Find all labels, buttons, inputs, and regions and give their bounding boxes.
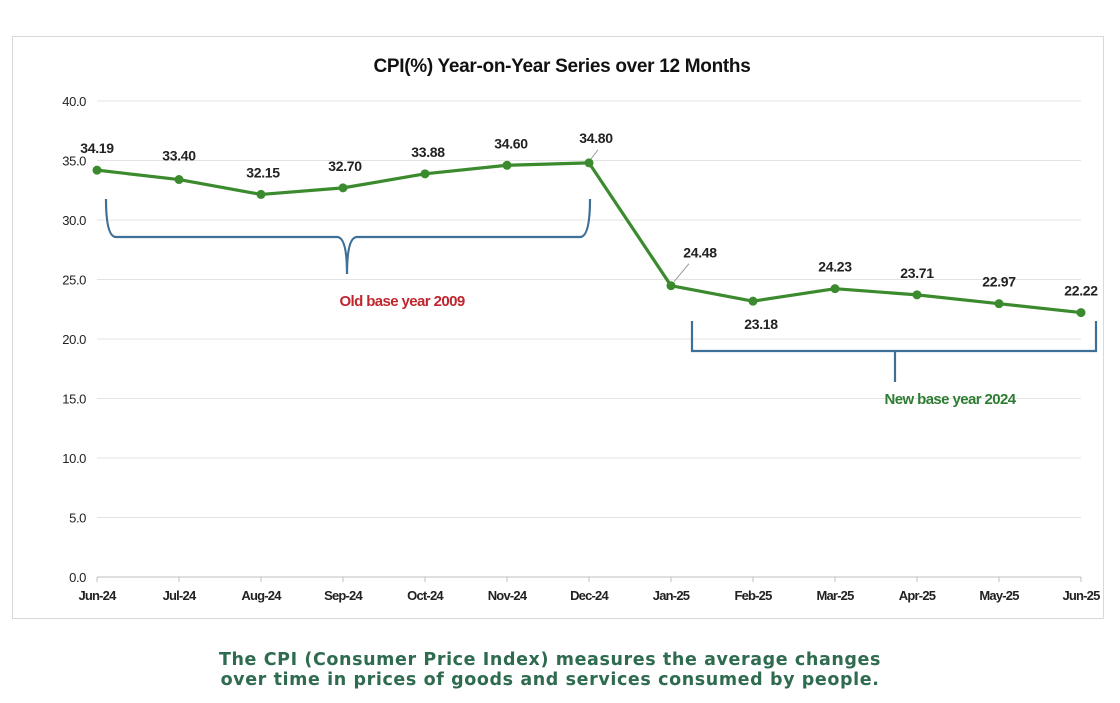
data-point — [666, 281, 676, 291]
data-point — [502, 160, 512, 170]
old-base-year-annotation: Old base year 2009 — [339, 293, 464, 310]
caption: The CPI (Consumer Price Index) measures … — [0, 650, 1100, 690]
y-tick-label: 25.0 — [62, 273, 86, 288]
y-tick-label: 20.0 — [62, 332, 86, 347]
data-label: 33.88 — [411, 144, 445, 160]
data-labels: 34.19 33.40 32.15 32.70 33.88 34.60 34.80 24.48… — [80, 130, 1098, 332]
x-axis-ticks: Jun-24 Jul-24 Aug-24 Sep-24 Oct-24 Nov-24 Dec-… — [78, 577, 1101, 603]
x-tick-label: Apr-25 — [899, 588, 936, 603]
caption-line-1: The CPI (Consumer Price Index) measures … — [218, 650, 882, 670]
data-point — [748, 296, 758, 306]
data-point — [1076, 308, 1086, 318]
data-label: 34.60 — [494, 135, 528, 151]
data-point — [92, 165, 102, 175]
x-tick-label: May-25 — [979, 588, 1019, 603]
caption-line-2: over time in prices of goods and service… — [220, 670, 880, 690]
y-tick-label: 0.0 — [69, 570, 86, 585]
data-label: 34.80 — [579, 130, 613, 146]
data-point — [994, 299, 1004, 309]
y-tick-label: 30.0 — [62, 213, 86, 228]
x-tick-label: Jun-24 — [78, 588, 117, 603]
data-point — [830, 284, 840, 294]
chart-frame — [12, 36, 1104, 619]
cpi-line-chart: CPI(%) Year-on-Year Series over 12 Month… — [62, 56, 1101, 603]
y-axis-ticks: 0.0 5.0 10.0 15.0 20.0 25.0 30.0 35.0 40.0 — [62, 94, 86, 585]
data-point — [420, 169, 430, 179]
x-tick-label: Aug-24 — [241, 588, 282, 603]
data-label: 22.22 — [1064, 283, 1098, 299]
data-point — [338, 183, 348, 193]
old-base-year-bracket — [104, 198, 592, 275]
data-label: 34.19 — [80, 140, 114, 156]
y-tick-label: 10.0 — [62, 451, 86, 466]
y-tick-label: 5.0 — [69, 511, 86, 526]
x-tick-label: Mar-25 — [816, 588, 854, 603]
data-label: 32.70 — [328, 158, 362, 174]
data-point — [256, 189, 266, 199]
label-leader-line — [673, 263, 690, 283]
label-leader-line — [590, 149, 599, 160]
x-tick-label: Feb-25 — [734, 588, 772, 603]
base-year-brackets — [104, 198, 1098, 382]
data-points — [92, 158, 1086, 318]
x-tick-label: Jun-25 — [1062, 588, 1100, 603]
data-label: 24.48 — [683, 245, 717, 261]
data-label: 33.40 — [162, 148, 196, 164]
new-base-year-annotation: New base year 2024 — [885, 391, 1017, 408]
x-tick-label: Jul-24 — [163, 588, 197, 603]
chart-title: CPI(%) Year-on-Year Series over 12 Month… — [374, 56, 751, 77]
data-label: 23.18 — [744, 316, 778, 332]
data-point — [912, 290, 922, 300]
y-tick-label: 15.0 — [62, 392, 86, 407]
data-point — [584, 158, 594, 168]
y-tick-label: 35.0 — [62, 154, 86, 169]
new-base-year-bracket — [690, 321, 1098, 382]
gridlines — [97, 100, 1081, 578]
x-tick-label: Oct-24 — [407, 588, 444, 603]
x-tick-label: Jan-25 — [653, 588, 690, 603]
x-tick-label: Nov-24 — [488, 588, 528, 603]
data-label: 32.15 — [246, 164, 280, 180]
x-tick-label: Dec-24 — [570, 588, 609, 603]
data-point — [174, 175, 184, 185]
data-label: 23.71 — [900, 265, 934, 281]
x-tick-label: Sep-24 — [324, 588, 363, 603]
data-label: 22.97 — [982, 274, 1016, 290]
y-tick-label: 40.0 — [62, 94, 86, 109]
data-label: 24.23 — [818, 259, 852, 275]
